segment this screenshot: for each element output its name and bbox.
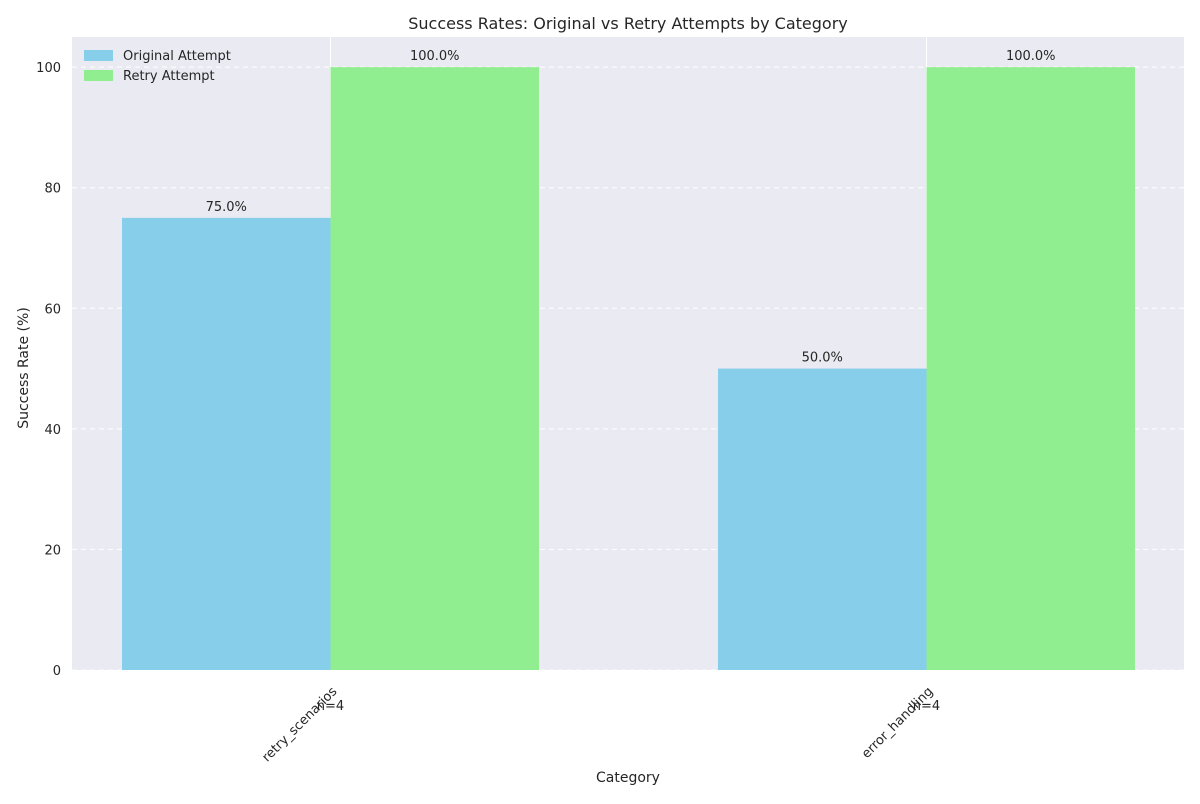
y-tick-label: 80 (44, 182, 61, 197)
bar-value-label: 75.0% (206, 200, 247, 215)
legend-swatch-2 (84, 70, 113, 81)
bar-original-attempt-error_handling (718, 368, 927, 670)
y-tick-label: 20 (44, 543, 61, 558)
x-tick-label: retry_scenarios (259, 684, 340, 765)
bar-retry-attempt-retry_scenarios (330, 67, 539, 670)
bar-retry-attempt-error_handling (926, 67, 1135, 670)
sample-size-label: n=4 (913, 699, 940, 714)
bar-value-label: 100.0% (410, 49, 460, 64)
bar-value-label: 50.0% (802, 351, 843, 366)
legend-label-1: Original Attempt (123, 49, 231, 64)
legend-label-2: Retry Attempt (123, 69, 215, 84)
y-tick-label: 0 (53, 664, 61, 679)
chart-title: Success Rates: Original vs Retry Attempt… (408, 14, 848, 33)
x-axis-label: Category (596, 770, 660, 786)
y-tick-label: 40 (44, 423, 61, 438)
y-tick-label: 60 (44, 302, 61, 317)
bar-value-label: 100.0% (1006, 49, 1056, 64)
y-axis-label: Success Rate (%) (16, 307, 32, 429)
legend-swatch-1 (84, 50, 113, 61)
bar-original-attempt-retry_scenarios (122, 217, 331, 670)
y-tick-label: 100 (36, 61, 61, 76)
sample-size-label: n=4 (317, 699, 344, 714)
x-tick-label: error_handling (859, 684, 936, 761)
